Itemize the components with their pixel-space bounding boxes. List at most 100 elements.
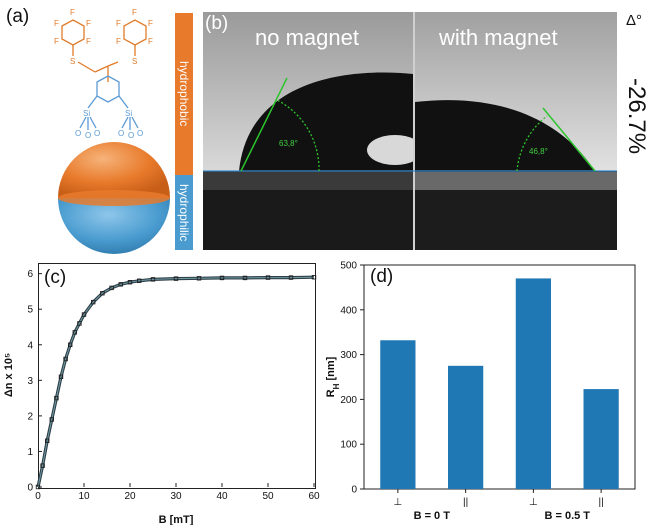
- data-point: [173, 276, 179, 281]
- y-tick-label: 3: [27, 376, 33, 387]
- y-tick-label: 0: [27, 483, 33, 494]
- data-point: [242, 275, 248, 281]
- hydrodynamic-radius-chart: 0 100 200 300 400 500 ⊥ || ⊥ || B = 0 T B = 0.5 T RH…: [325, 261, 636, 522]
- oxygen-atom: O: [75, 129, 81, 138]
- x-tick-label: 10: [78, 491, 90, 502]
- group-label: B = 0.5 T: [544, 510, 590, 522]
- bar: [515, 278, 551, 489]
- x-tick-label: ||: [463, 497, 468, 508]
- data-point: [35, 484, 41, 490]
- bar: [583, 389, 619, 489]
- data-point: [118, 282, 123, 287]
- angle-value-left: 63,8°: [279, 139, 298, 148]
- molecule-structure: F F F F F F F F F F S S Si Si O O O O O …: [54, 8, 153, 140]
- data-point: [109, 285, 114, 291]
- fluorine-atom: F: [132, 8, 137, 17]
- data-point: [288, 275, 294, 280]
- data-curve-shadow: [36, 275, 315, 488]
- x-tick-label: ⊥: [529, 497, 538, 508]
- x-tick-label: 40: [216, 491, 228, 502]
- x-tick-label: 0: [35, 491, 41, 502]
- birefringence-chart: 0 10 20 30 40 50 60 0 1 2 3 4 5 6 B [mT] Δn x 10⁵: [3, 269, 320, 525]
- data-point: [63, 356, 68, 362]
- delta-symbol: Δ°: [626, 12, 643, 29]
- y-tick-label: 6: [27, 269, 33, 280]
- panel-d-label: (d): [370, 266, 394, 287]
- data-point: [265, 275, 271, 280]
- hydrophilic-label: hydrophilic: [177, 183, 191, 242]
- x-tick-label: ⊥: [394, 497, 403, 508]
- y-axis-label: Δn x 10⁵: [3, 353, 15, 397]
- fluorine-atom: F: [116, 37, 121, 46]
- sulfur-atom: S: [70, 57, 75, 66]
- oxygen-atom: O: [128, 131, 134, 140]
- group-label: B = 0 T: [414, 510, 451, 522]
- data-point: [311, 275, 317, 280]
- data-point: [58, 374, 64, 379]
- hydrophilic-bar: hydrophilic: [175, 175, 193, 250]
- y-axis-label: RH [nm]: [325, 356, 341, 397]
- y-tick-label: 400: [340, 305, 357, 316]
- x-tick-label: 50: [262, 491, 274, 502]
- oxygen-atom: O: [85, 131, 91, 140]
- fluorine-atom: F: [116, 19, 121, 28]
- oxygen-atom: O: [137, 129, 143, 138]
- data-point: [196, 276, 202, 281]
- data-point: [136, 278, 142, 283]
- data-point: [40, 463, 45, 468]
- x-tick-label: 30: [170, 491, 182, 502]
- data-point: [100, 291, 105, 296]
- tangent-line-left: [240, 77, 288, 172]
- data-point: [54, 395, 59, 401]
- data-point: [77, 321, 82, 326]
- data-point: [81, 312, 87, 317]
- x-tick-label: ||: [599, 497, 604, 508]
- data-point: [68, 342, 73, 347]
- silicon-atom: Si: [125, 109, 132, 118]
- fluorine-atom: F: [54, 19, 59, 28]
- data-point: [49, 417, 54, 422]
- data-curve: [37, 276, 315, 488]
- bar: [448, 365, 484, 489]
- panel-c-frame: [38, 263, 316, 489]
- no-magnet-title: no magnet: [255, 25, 359, 50]
- y-tick-label: 0: [351, 485, 357, 496]
- fluorine-atom: F: [86, 19, 91, 28]
- silicon-atom: Si: [83, 109, 90, 118]
- hydrophobic-bar: hydrophobic: [175, 13, 193, 175]
- x-tick-label: 20: [124, 491, 136, 502]
- y-tick-label: 200: [340, 395, 357, 406]
- data-point: [150, 277, 156, 282]
- bar: [380, 340, 416, 489]
- panel-a-label: (a): [6, 6, 30, 27]
- fluorine-atom: F: [148, 37, 153, 46]
- fluorine-atom: F: [54, 37, 59, 46]
- data-point: [45, 438, 50, 443]
- y-tick-label: 500: [340, 261, 357, 272]
- janus-particle: [58, 142, 170, 254]
- sulfur-atom: S: [132, 57, 137, 66]
- fluorine-atom: F: [86, 37, 91, 46]
- tangent-line-right: [542, 107, 596, 172]
- x-axis-label: B [mT]: [159, 514, 194, 525]
- with-magnet-title: with magnet: [439, 25, 558, 50]
- delta-value: -26.7%: [623, 78, 650, 155]
- y-tick-label: 4: [27, 340, 33, 351]
- angle-value-right: 46,8°: [529, 147, 548, 156]
- data-point: [127, 279, 133, 285]
- oxygen-atom: O: [94, 129, 100, 138]
- y-tick-label: 100: [340, 440, 357, 451]
- data-point: [219, 275, 225, 281]
- y-tick-label: 2: [27, 411, 33, 422]
- hydrophobic-label: hydrophobic: [177, 61, 191, 127]
- panel-c-label: (c): [44, 267, 67, 288]
- y-tick-label: 5: [27, 305, 33, 316]
- data-point: [72, 330, 77, 335]
- plot-frame: [363, 264, 636, 490]
- droplet-images: 63,8° 46,8°: [203, 12, 617, 250]
- fluorine-atom: F: [148, 19, 153, 28]
- data-point: [91, 299, 96, 305]
- y-tick-label: 1: [27, 447, 33, 458]
- fluorine-atom: F: [70, 8, 75, 17]
- oxygen-atom: O: [118, 129, 124, 138]
